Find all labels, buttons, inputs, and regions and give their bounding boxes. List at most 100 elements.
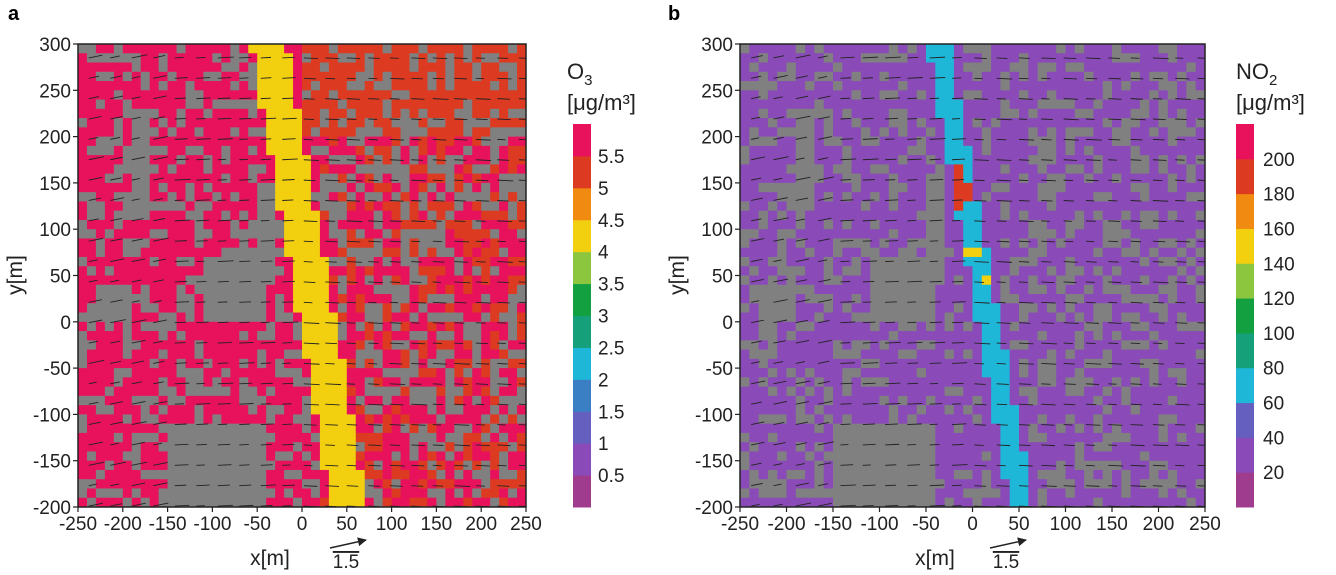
building-cell — [805, 192, 815, 203]
concentration-cell — [1121, 145, 1132, 156]
wind-arrow — [389, 281, 401, 283]
concentration-cell — [1084, 182, 1094, 193]
building-cell — [185, 432, 196, 443]
concentration-cell — [944, 71, 955, 82]
building-cell — [248, 229, 258, 240]
concentration-cell — [104, 201, 115, 212]
concentration-cell — [1056, 247, 1067, 258]
building-cell — [104, 312, 115, 323]
concentration-cell — [328, 432, 339, 443]
building-cell — [1046, 127, 1057, 138]
building-cell — [149, 303, 160, 314]
concentration-cell — [1009, 247, 1020, 258]
concentration-cell — [1084, 210, 1094, 221]
building-cell — [158, 488, 169, 499]
concentration-cell — [409, 497, 420, 507]
concentration-cell — [1121, 155, 1132, 165]
wind-arrow — [88, 279, 98, 283]
concentration-cell — [275, 192, 285, 203]
building-cell — [391, 368, 402, 378]
concentration-cell — [1167, 303, 1178, 314]
concentration-cell — [842, 118, 853, 128]
concentration-cell — [767, 99, 778, 110]
concentration-cell — [337, 136, 348, 147]
wind-arrow — [303, 118, 314, 120]
concentration-cell — [472, 451, 482, 462]
wind-arrow — [260, 240, 275, 242]
concentration-cell — [239, 62, 249, 73]
concentration-cell — [1102, 108, 1113, 119]
building-cell — [140, 145, 151, 156]
building-cell — [1130, 247, 1141, 258]
building-cell — [898, 321, 908, 332]
building-cell — [239, 312, 249, 323]
building-cell — [176, 303, 187, 314]
concentration-cell — [481, 405, 491, 415]
building-cell — [1149, 331, 1160, 341]
building-cell — [472, 331, 482, 341]
wind-arrow — [110, 360, 122, 364]
concentration-cell — [1149, 275, 1160, 286]
y-axis-label-a: y[m] — [4, 255, 27, 295]
concentration-cell — [328, 192, 339, 203]
building-cell — [926, 340, 936, 351]
building-cell — [122, 303, 133, 314]
concentration-cell — [284, 108, 294, 119]
concentration-cell — [373, 201, 384, 212]
concentration-cell — [499, 423, 509, 434]
concentration-cell — [140, 423, 151, 434]
x-tick-label: 50 — [336, 514, 357, 535]
concentration-cell — [805, 44, 815, 54]
concentration-cell — [221, 108, 231, 119]
building-cell — [888, 108, 899, 119]
concentration-cell — [963, 229, 974, 240]
concentration-cell — [1112, 294, 1122, 304]
building-cell — [149, 358, 160, 369]
building-cell — [266, 210, 276, 221]
concentration-cell — [78, 164, 88, 175]
concentration-cell — [1028, 340, 1039, 351]
concentration-cell — [203, 331, 213, 341]
building-cell — [1074, 44, 1085, 54]
concentration-cell — [176, 414, 187, 425]
concentration-cell — [481, 145, 491, 156]
concentration-cell — [266, 469, 276, 480]
wind-arrow — [303, 363, 320, 365]
concentration-cell — [888, 238, 899, 249]
building-cell — [221, 173, 231, 184]
concentration-cell — [463, 81, 473, 91]
concentration-cell — [78, 99, 88, 110]
building-cell — [149, 108, 160, 119]
concentration-cell — [898, 340, 908, 351]
concentration-cell — [786, 349, 797, 360]
y-tick-label: 200 — [39, 128, 71, 149]
concentration-cell — [158, 294, 169, 304]
building-cell — [1195, 247, 1205, 258]
concentration-cell — [508, 479, 518, 490]
concentration-cell — [926, 71, 936, 82]
building-cell — [833, 275, 843, 286]
building-cell — [1084, 108, 1094, 119]
wind-arrow — [497, 444, 511, 447]
concentration-cell — [499, 81, 509, 91]
building-cell — [472, 62, 482, 73]
wind-arrow — [432, 200, 445, 202]
concentration-cell — [805, 377, 815, 388]
building-cell — [221, 62, 231, 73]
concentration-cell — [257, 90, 267, 101]
building-cell — [1074, 219, 1085, 230]
concentration-cell — [104, 155, 115, 165]
building-cell — [1037, 229, 1048, 240]
concentration-cell — [1093, 256, 1104, 267]
concentration-cell — [176, 81, 187, 91]
concentration-cell — [418, 469, 429, 480]
concentration-cell — [266, 164, 276, 175]
concentration-cell — [517, 488, 526, 499]
concentration-cell — [879, 368, 890, 378]
building-cell — [176, 451, 187, 462]
building-cell — [400, 201, 411, 212]
building-cell — [337, 53, 348, 64]
building-cell — [870, 256, 881, 267]
building-cell — [508, 62, 518, 73]
building-cell — [842, 386, 853, 397]
